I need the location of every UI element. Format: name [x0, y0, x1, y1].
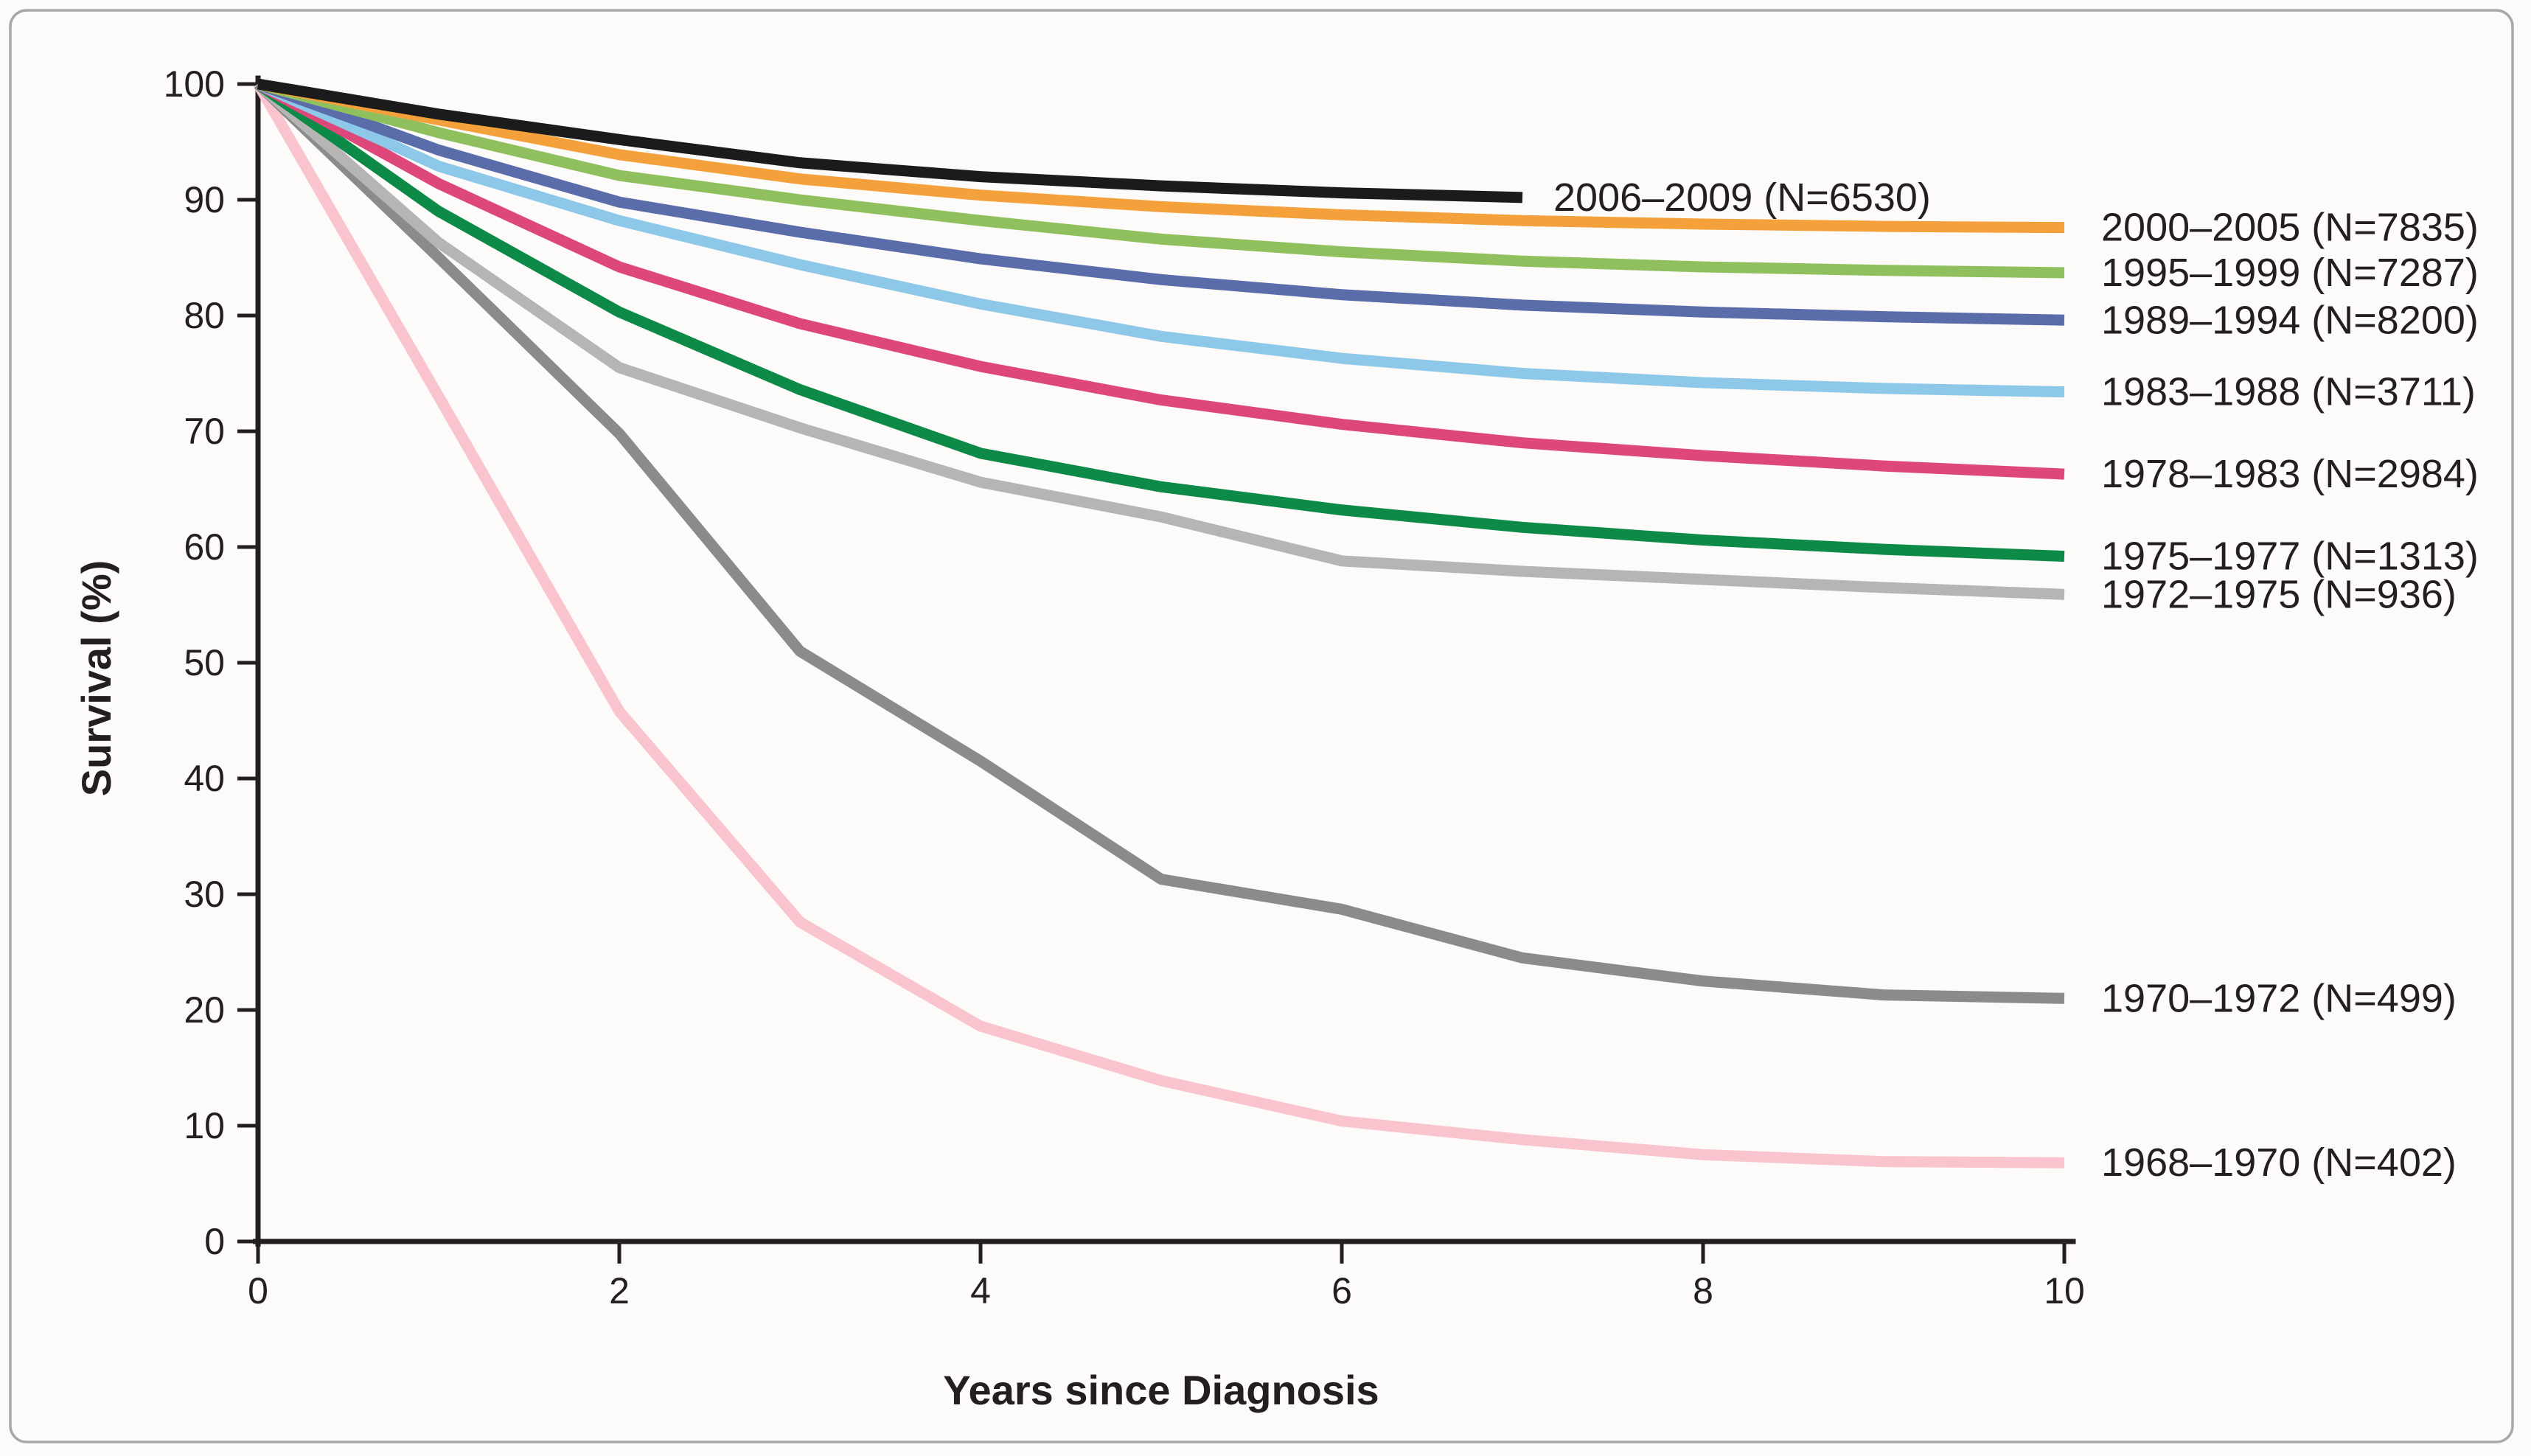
y-tick-label: 60 — [184, 526, 225, 568]
x-tick-label: 8 — [1693, 1270, 1713, 1312]
series-label-1975-1977: 1975–1977 (N=1313) — [2101, 534, 2479, 579]
series-label-1989-1994: 1989–1994 (N=8200) — [2101, 298, 2479, 342]
x-tick-label: 2 — [609, 1270, 630, 1312]
series-label-1972-1975: 1972–1975 (N=936) — [2101, 572, 2457, 616]
y-tick-label: 10 — [184, 1105, 225, 1146]
x-tick-label: 0 — [248, 1270, 268, 1312]
series-line-1968-1970 — [253, 81, 2065, 1168]
series-labels-group: 2006–2009 (N=6530) 2000–2005 (N=7835)1995… — [1553, 175, 2479, 1185]
y-axis-title: Survival (%) — [73, 560, 119, 797]
y-tick-label: 30 — [184, 874, 225, 915]
y-tick-label: 70 — [184, 411, 225, 452]
y-tick-label: 50 — [184, 642, 225, 683]
series-label-1995-1999: 1995–1999 (N=7287) — [2101, 251, 2479, 295]
figure-border — [9, 9, 2514, 1443]
y-tick-label: 80 — [184, 295, 225, 336]
series-label-2006-2009: 2006–2009 (N=6530) — [1553, 175, 1931, 220]
series-line-1970-1972 — [254, 80, 2065, 1004]
y-tick-label: 100 — [164, 63, 225, 105]
x-tick-label: 10 — [2044, 1270, 2085, 1312]
y-tick-label: 90 — [184, 179, 225, 220]
axes-group — [253, 75, 2076, 1247]
series-line-2000-2005 — [257, 78, 2065, 234]
series-label-1968-1970: 1968–1970 (N=402) — [2101, 1140, 2457, 1185]
series-label-1978-1983: 1978–1983 (N=2984) — [2101, 452, 2479, 496]
series-line-1989-1994 — [256, 78, 2065, 326]
series-line-1978-1983 — [255, 79, 2065, 480]
series-label-2000-2005: 2000–2005 (N=7835) — [2101, 206, 2479, 250]
series-line-1983-1988 — [255, 79, 2065, 398]
series-line-1995-1999 — [257, 78, 2065, 279]
x-tick-label: 4 — [970, 1270, 991, 1312]
ticks-group: 0 10 20 30 40 50 60 70 80 90 100 0 2 4 6 8 10 — [164, 63, 2085, 1312]
x-axis-title: Years since Diagnosis — [943, 1367, 1379, 1413]
series-line-1972-1975 — [254, 80, 2065, 600]
y-tick-label: 40 — [184, 758, 225, 799]
series-label-1983-1988: 1983–1988 (N=3711) — [2101, 370, 2476, 414]
series-group — [253, 78, 2065, 1168]
series-label-1970-1972: 1970–1972 (N=499) — [2101, 976, 2457, 1020]
y-tick-label: 20 — [184, 989, 225, 1031]
series-line-1975-1977 — [254, 79, 2065, 562]
series-line-2006-2009 — [257, 78, 1523, 203]
y-tick-label: 0 — [204, 1221, 225, 1262]
x-tick-label: 6 — [1331, 1270, 1352, 1312]
